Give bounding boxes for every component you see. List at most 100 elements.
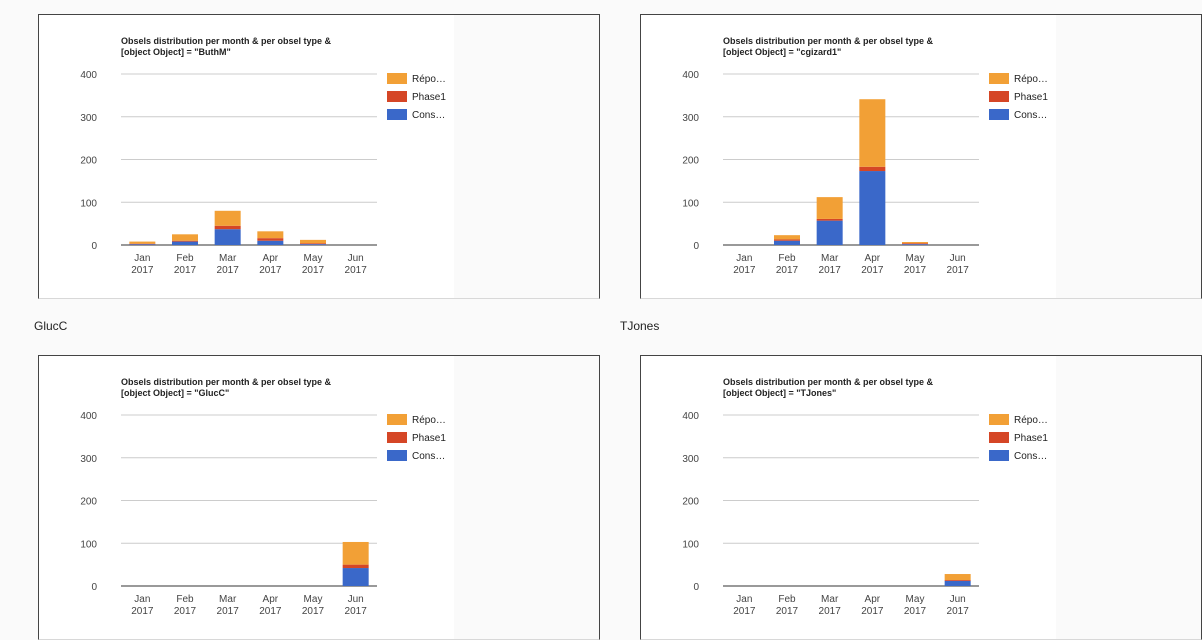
- bar-segment-cons: [172, 241, 198, 245]
- legend-swatch-phase1: [387, 432, 407, 443]
- bar-segment-cons: [129, 244, 156, 245]
- x-tick-label-year: 2017: [217, 606, 240, 617]
- y-tick-label: 100: [80, 539, 97, 550]
- x-tick-label-month: May: [906, 594, 925, 605]
- x-tick-label-month: Jan: [736, 253, 752, 264]
- y-tick-label: 100: [682, 539, 699, 550]
- legend-label-reponse: Répo…: [1014, 415, 1048, 426]
- legend-label-cons: Cons…: [412, 110, 445, 121]
- chart-title-line2: [object Object] = "GlucC": [121, 388, 229, 398]
- chart-area: Obsels distribution per month & per obse…: [39, 356, 454, 639]
- x-tick-label-year: 2017: [302, 265, 325, 276]
- y-tick-label: 200: [682, 497, 699, 508]
- y-tick-label: 200: [80, 497, 97, 508]
- bar-segment-reponse: [300, 239, 326, 244]
- x-tick-label-month: May: [906, 253, 925, 264]
- legend-label-phase1: Phase1: [1014, 92, 1048, 103]
- obsels-chart-buthm: Obsels distribution per month & per obse…: [80, 36, 446, 276]
- legend-label-reponse: Répo…: [412, 74, 446, 85]
- obsels-chart-glucc: Obsels distribution per month & per obse…: [80, 377, 446, 617]
- x-tick-label-year: 2017: [733, 265, 756, 276]
- chart-title-line2: [object Object] = "ButhM": [121, 47, 231, 57]
- bar-segment-cons: [300, 244, 326, 245]
- x-tick-label-year: 2017: [733, 606, 756, 617]
- bar-segment-cons: [257, 240, 284, 245]
- bar-segment-reponse: [774, 235, 800, 240]
- legend-swatch-cons: [387, 450, 407, 461]
- bar-segment-reponse: [214, 210, 241, 226]
- obsels-chart-tjones: Obsels distribution per month & per obse…: [682, 377, 1048, 617]
- x-tick-label-year: 2017: [819, 606, 842, 617]
- x-tick-label-month: May: [304, 253, 323, 264]
- bar-segment-phase1: [300, 243, 326, 245]
- y-tick-label: 400: [682, 411, 699, 422]
- x-tick-label-year: 2017: [345, 606, 368, 617]
- x-tick-label-year: 2017: [302, 606, 325, 617]
- x-tick-label-year: 2017: [947, 606, 970, 617]
- legend-label-phase1: Phase1: [412, 433, 446, 444]
- chart-panel-tjones: Obsels distribution per month & per obse…: [640, 355, 1202, 640]
- x-tick-label-year: 2017: [904, 265, 927, 276]
- x-tick-label-year: 2017: [947, 265, 970, 276]
- x-tick-label-month: Apr: [263, 253, 279, 264]
- x-tick-label-month: Feb: [176, 594, 194, 605]
- x-tick-label-month: Jan: [736, 594, 752, 605]
- y-tick-label: 300: [682, 113, 699, 124]
- chart-title-line1: Obsels distribution per month & per obse…: [121, 377, 332, 387]
- x-tick-label-month: Jun: [348, 253, 364, 264]
- chart-area: Obsels distribution per month & per obse…: [641, 356, 1056, 639]
- bar-segment-reponse: [257, 231, 284, 239]
- bar-segment-cons: [342, 568, 369, 586]
- legend-label-reponse: Répo…: [412, 415, 446, 426]
- chart-panel-glucc: Obsels distribution per month & per obse…: [38, 355, 600, 640]
- bar-segment-cons: [774, 240, 800, 245]
- x-tick-label-year: 2017: [861, 606, 884, 617]
- legend-label-cons: Cons…: [412, 451, 445, 462]
- legend-label-cons: Cons…: [1014, 110, 1047, 121]
- chart-area: Obsels distribution per month & per obse…: [39, 15, 454, 298]
- bar-segment-phase1: [257, 238, 284, 241]
- x-tick-label-year: 2017: [904, 606, 927, 617]
- legend-swatch-reponse: [989, 73, 1009, 84]
- y-tick-label: 300: [682, 454, 699, 465]
- y-tick-label: 300: [80, 454, 97, 465]
- legend-swatch-cons: [989, 450, 1009, 461]
- legend-label-phase1: Phase1: [412, 92, 446, 103]
- y-tick-label: 0: [91, 241, 97, 252]
- x-tick-label-month: Mar: [219, 253, 237, 264]
- x-tick-label-year: 2017: [259, 606, 282, 617]
- y-tick-label: 400: [80, 70, 97, 81]
- user-label-tjones: TJones: [620, 319, 660, 333]
- bar-segment-reponse: [859, 99, 886, 167]
- x-tick-label-year: 2017: [819, 265, 842, 276]
- y-tick-label: 0: [693, 241, 699, 252]
- legend-swatch-phase1: [989, 432, 1009, 443]
- legend-swatch-phase1: [989, 91, 1009, 102]
- x-tick-label-year: 2017: [174, 265, 197, 276]
- x-tick-label-year: 2017: [776, 265, 799, 276]
- legend-swatch-cons: [387, 109, 407, 120]
- x-tick-label-year: 2017: [776, 606, 799, 617]
- x-tick-label-month: Mar: [821, 594, 839, 605]
- x-tick-label-year: 2017: [174, 606, 197, 617]
- user-label-glucc: GlucC: [34, 319, 68, 333]
- x-tick-label-month: Feb: [778, 253, 796, 264]
- y-tick-label: 300: [80, 113, 97, 124]
- x-tick-label-month: Apr: [865, 594, 881, 605]
- x-tick-label-year: 2017: [259, 265, 282, 276]
- bar-segment-phase1: [944, 580, 971, 581]
- x-tick-label-year: 2017: [131, 606, 154, 617]
- x-tick-label-year: 2017: [861, 265, 884, 276]
- legend-swatch-reponse: [387, 414, 407, 425]
- y-tick-label: 0: [693, 582, 699, 593]
- legend-swatch-phase1: [387, 91, 407, 102]
- legend-label-phase1: Phase1: [1014, 433, 1048, 444]
- legend-label-reponse: Répo…: [1014, 74, 1048, 85]
- x-tick-label-year: 2017: [131, 265, 154, 276]
- legend-label-cons: Cons…: [1014, 451, 1047, 462]
- bar-segment-phase1: [172, 240, 198, 242]
- x-tick-label-month: Feb: [778, 594, 796, 605]
- x-tick-label-month: Jan: [134, 594, 150, 605]
- x-tick-label-year: 2017: [345, 265, 368, 276]
- x-tick-label-month: Jun: [950, 253, 966, 264]
